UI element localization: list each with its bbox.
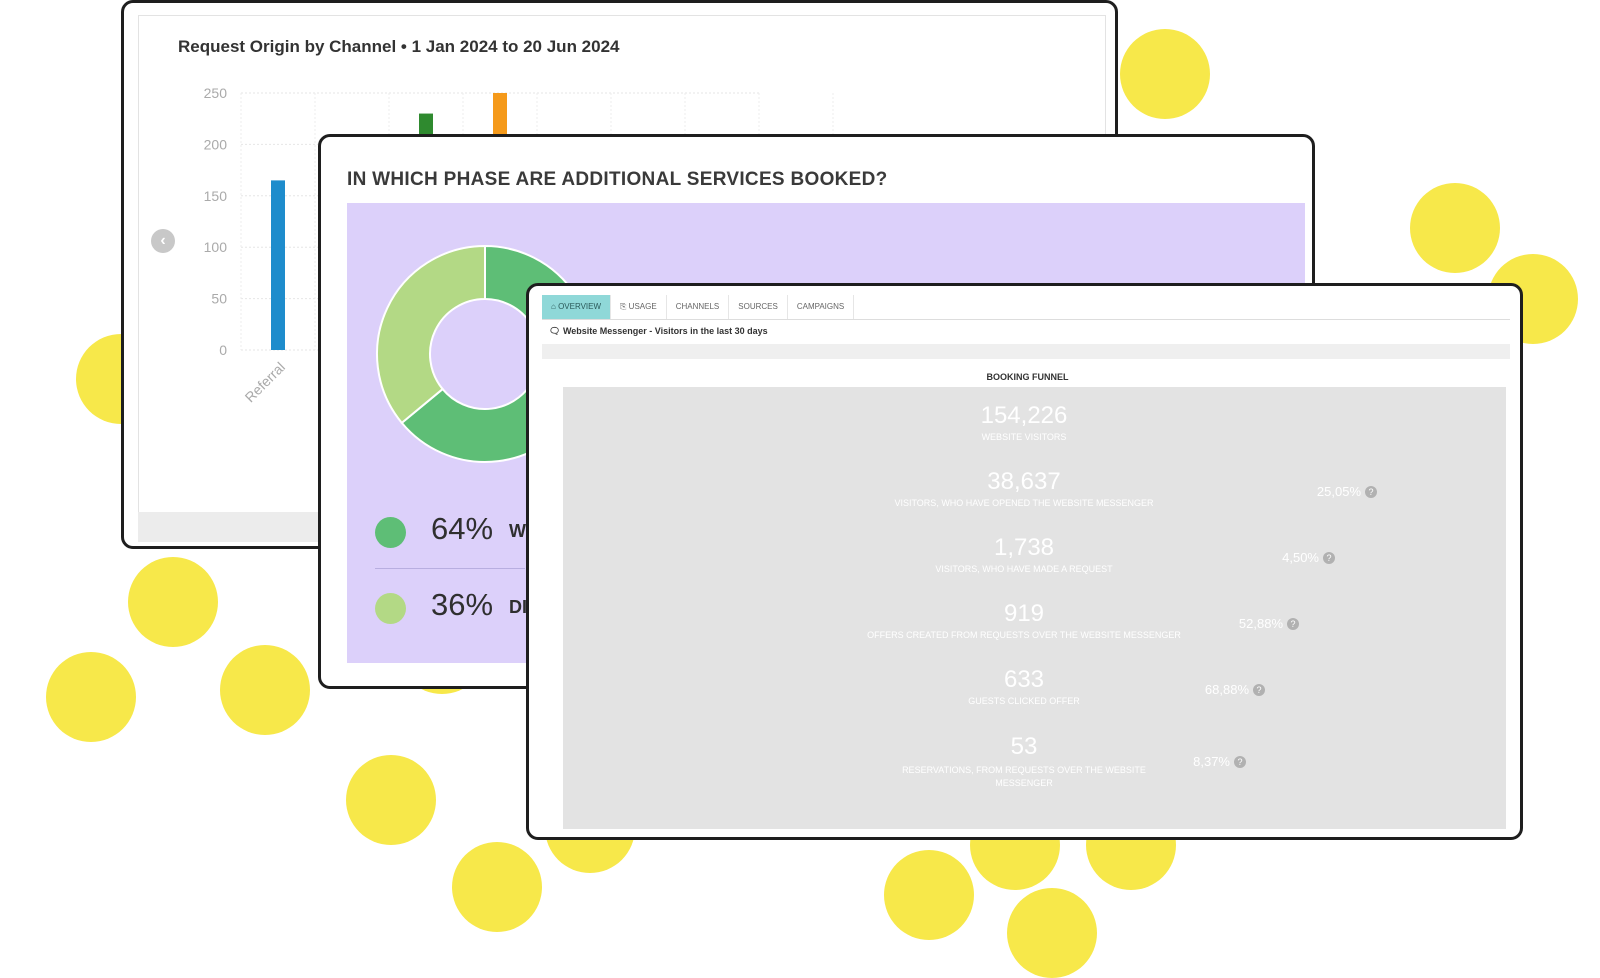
question-icon[interactable]: ? [1253,684,1265,696]
tab-label: Overview [558,302,602,311]
overview-icon: ⌂ [551,302,559,311]
stage-conversion: 68,88%? [1205,682,1265,697]
stage-percent: 4,50% [1282,550,1319,565]
y-tick-label: 200 [204,136,228,152]
decor-dot [220,645,310,735]
decor-dot [346,755,436,845]
stage-value: 919 [1003,600,1045,627]
bar[interactable] [271,180,285,350]
decor-dot [128,557,218,647]
decor-dot [1007,888,1097,978]
funnel-stage-2: 38,637 VISITORS, WHO HAVE OPENED THE WEB… [623,464,1425,520]
legend-divider [375,568,525,569]
question-icon[interactable]: ? [1234,756,1246,768]
y-tick-label: 50 [211,291,227,307]
breadcrumb: 🗨 Website Messenger - Visitors in the la… [549,326,768,337]
stage-conversion: 8,37%? [1193,754,1246,769]
decor-dot [1410,183,1500,273]
y-tick-label: 0 [219,342,227,358]
tab-campaigns[interactable]: Campaigns [788,295,855,319]
breadcrumb-text: Website Messenger - Visitors in the last… [562,326,768,336]
stage-value: 38,637 [987,468,1061,495]
funnel-stage-1: 154,226 WEBSITE VISITORS [577,398,1471,454]
stage-value: 53 [1010,733,1038,760]
legend-swatch-1 [375,517,406,548]
decor-dot [452,842,542,932]
tab-label: Usage [628,302,657,311]
tab-overview[interactable]: ⌂ Overview [542,295,612,319]
legend-percent-1: 64% [431,511,494,546]
funnel-stage-4: 919 OFFERS CREATED FROM REQUESTS OVER TH… [705,596,1343,652]
y-tick-label: 250 [204,85,228,101]
decor-dot [1120,29,1210,119]
legend-swatch-2 [375,593,406,624]
legend-percent-2: 36% [431,587,494,622]
stage-conversion: 4,50%? [1282,550,1335,565]
stage-label: WEBSITE VISITORS [981,432,1067,442]
funnel-panel [563,387,1506,829]
x-tick-label: Referral [242,359,289,406]
stage-label: OFFERS CREATED FROM REQUESTS OVER THE WE… [867,630,1181,640]
stage-conversion: 52,88%? [1239,616,1299,631]
y-tick-label: 100 [204,239,228,255]
donut-slice[interactable] [376,244,486,425]
stage-conversion: 25,05%? [1317,484,1377,499]
stage-label: VISITORS, WHO HAVE MADE A REQUEST [935,564,1113,574]
stage-value: 633 [1003,666,1045,693]
decor-dot [46,652,136,742]
funnel-stage-5: 633 GUESTS CLICKED OFFER 68,88%? [741,662,1307,718]
usage-icon: ⎘ [620,302,629,311]
stage-value: 154,226 [980,402,1068,429]
question-icon[interactable]: ? [1323,552,1335,564]
chat-icon: 🗨 [549,326,563,336]
stage-label: GUESTS CLICKED OFFER [968,696,1080,706]
funnel-stage-6: 53 RESERVATIONS, FROM REQUESTS OVER THE … [774,728,1274,798]
filter-strip [542,344,1510,359]
booking-funnel-card: ⌂ Overview ⎘ Usage Channels Sources Camp… [526,283,1523,840]
stage-percent: 68,88% [1204,682,1249,697]
stage-label: RESERVATIONS, FROM REQUESTS OVER THE WEB… [902,765,1146,788]
stage-percent: 25,05% [1316,484,1361,499]
decor-dot [884,850,974,940]
tab-usage[interactable]: ⎘ Usage [611,295,667,319]
stage-percent: 8,37% [1193,754,1230,769]
question-icon[interactable]: ? [1365,486,1377,498]
tab-label: Sources [738,302,778,311]
bar-chart-title: Request Origin by Channel • 1 Jan 2024 t… [178,37,620,56]
y-tick-label: 150 [204,188,228,204]
funnel-stage-3: 1,738 VISITORS, WHO HAVE MADE A REQUEST … [667,530,1381,586]
legend-label-1: W [509,521,526,541]
stage-percent: 52,88% [1238,616,1283,631]
chevron-left-icon[interactable]: ‹ [151,229,175,253]
donut-chart-title: IN WHICH PHASE ARE ADDITIONAL SERVICES B… [347,169,888,190]
tab-channels[interactable]: Channels [667,295,730,319]
tab-sources[interactable]: Sources [729,295,788,319]
tab-label: Channels [675,302,720,311]
legend-label-2: DI [509,597,527,617]
stage-value: 1,738 [993,534,1055,561]
tab-label: Campaigns [796,302,845,311]
tab-divider [542,319,1510,320]
stage-label: VISITORS, WHO HAVE OPENED THE WEBSITE ME… [894,498,1154,508]
tab-bar: ⌂ Overview ⎘ Usage Channels Sources Camp… [542,295,855,319]
funnel-title: BOOKING FUNNEL [986,372,1069,382]
question-icon[interactable]: ? [1287,618,1299,630]
